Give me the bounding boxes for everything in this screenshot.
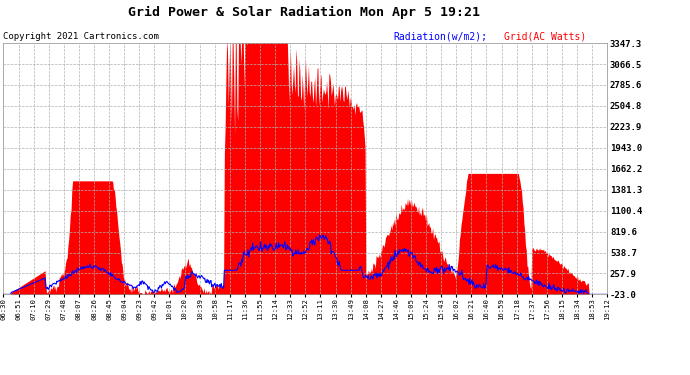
Text: Grid Power & Solar Radiation Mon Apr 5 19:21: Grid Power & Solar Radiation Mon Apr 5 1…: [128, 6, 480, 19]
Text: Radiation(w/m2);: Radiation(w/m2);: [393, 32, 487, 42]
Text: Copyright 2021 Cartronics.com: Copyright 2021 Cartronics.com: [3, 32, 159, 41]
Text: Grid(AC Watts): Grid(AC Watts): [504, 32, 586, 42]
